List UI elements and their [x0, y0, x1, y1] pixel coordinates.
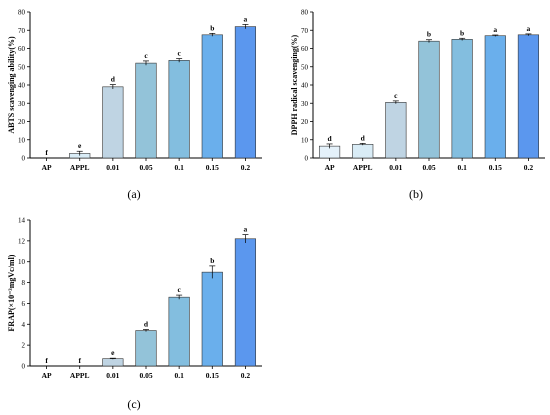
bar	[201, 34, 223, 159]
bar	[234, 238, 257, 367]
y-tick-label: 0	[305, 155, 309, 163]
panel-c: 0 2 4 6 8 10 12 14 FRAP(×10⁻³mgVc/ml) f AP f APPL e 0.…	[7, 217, 262, 411]
x-tick-label: 0.1	[457, 163, 467, 172]
x-tick-label: 0.01	[106, 371, 119, 380]
x-tick-label: AP	[42, 371, 52, 380]
y-tick-label: 80	[18, 9, 26, 17]
x-tick-label: 0.1	[174, 371, 184, 380]
bar	[385, 102, 407, 159]
y-tick-label: 40	[301, 82, 309, 90]
x-tick-label: 0.15	[206, 163, 219, 172]
y-axis-label: DPPH radical scavenging(%)	[290, 34, 299, 135]
y-tick-label: 30	[301, 100, 309, 108]
y-tick-label: 80	[301, 9, 309, 17]
significance-letter: b	[210, 256, 214, 265]
panel-a: 0 10 20 30 40 50 60 70 80 ABTS scavenging ability…	[7, 9, 262, 201]
bar	[517, 34, 540, 159]
bar	[201, 271, 223, 367]
bar	[168, 60, 190, 159]
bar	[451, 39, 473, 159]
significance-letter: b	[427, 30, 431, 39]
x-tick-label: 0.01	[106, 163, 119, 172]
y-axis-label: ABTS scavenging ability(%)	[7, 36, 16, 134]
significance-letter: b	[460, 28, 464, 37]
x-tick-label: APPL	[70, 371, 90, 380]
significance-letter: a	[493, 25, 497, 34]
y-tick-label: 50	[301, 63, 309, 71]
significance-letter: d	[361, 133, 366, 142]
x-tick-label: 0.05	[139, 371, 152, 380]
significance-letter: c	[177, 285, 181, 294]
y-tick-label: 30	[18, 100, 26, 108]
x-tick-label: 0.1	[174, 163, 184, 172]
y-tick-label: 10	[301, 136, 309, 144]
y-tick-label: 20	[18, 118, 26, 126]
y-tick-label: 4	[22, 321, 26, 329]
y-tick-label: 70	[301, 27, 309, 35]
x-tick-label: APPL	[353, 163, 373, 172]
y-axis-label: FRAP(×10⁻³mgVc/ml)	[7, 254, 16, 331]
x-tick-label: 0.01	[389, 163, 402, 172]
y-tick-label: 10	[18, 136, 26, 144]
bar	[102, 358, 124, 367]
bar	[234, 26, 257, 159]
panel-b: 0 10 20 30 40 50 60 70 80 DPPH radical scavenging…	[290, 9, 545, 201]
y-tick-label: 8	[22, 279, 26, 287]
x-tick-label: 0.05	[422, 163, 435, 172]
y-tick-label: 70	[18, 27, 26, 35]
x-tick-label: 0.15	[489, 163, 502, 172]
y-tick-label: 50	[18, 63, 26, 71]
significance-letter: d	[144, 320, 149, 329]
panel-label: (a)	[127, 187, 140, 201]
bar	[352, 144, 374, 159]
y-tick-label: 60	[18, 45, 26, 53]
significance-letter: c	[177, 49, 181, 58]
bar	[168, 296, 190, 367]
bar	[418, 40, 440, 159]
y-tick-label: 20	[301, 118, 309, 126]
y-tick-label: 12	[18, 237, 26, 245]
significance-letter: a	[244, 225, 248, 234]
x-tick-label: 0.2	[241, 163, 251, 172]
significance-letter: f	[78, 356, 81, 365]
significance-letter: d	[111, 75, 116, 84]
significance-letter: f	[45, 148, 48, 157]
panel-label: (b)	[409, 187, 423, 201]
significance-letter: a	[244, 14, 248, 23]
y-tick-label: 0	[22, 155, 26, 163]
x-tick-label: AP	[42, 163, 52, 172]
x-tick-label: AP	[325, 163, 335, 172]
y-tick-label: 40	[18, 82, 26, 90]
significance-letter: b	[210, 23, 214, 32]
y-tick-label: 10	[18, 258, 26, 266]
significance-letter: e	[111, 348, 115, 357]
y-tick-label: 60	[301, 45, 309, 53]
significance-letter: e	[78, 141, 82, 150]
bar	[135, 62, 157, 159]
bar	[102, 86, 124, 159]
y-tick-label: 0	[22, 363, 26, 371]
bar	[135, 330, 157, 367]
significance-letter: f	[45, 356, 48, 365]
x-tick-label: APPL	[70, 163, 90, 172]
x-tick-label: 0.2	[241, 371, 251, 380]
panel-label: (c)	[127, 397, 140, 411]
significance-letter: d	[327, 134, 332, 143]
y-tick-label: 2	[22, 342, 26, 350]
x-tick-label: 0.05	[139, 163, 152, 172]
x-tick-label: 0.15	[206, 371, 219, 380]
significance-letter: c	[394, 91, 398, 100]
y-tick-label: 6	[22, 300, 26, 308]
y-tick-label: 14	[18, 217, 26, 225]
bar	[484, 35, 506, 159]
significance-letter: a	[527, 24, 531, 33]
significance-letter: c	[144, 51, 148, 60]
x-tick-label: 0.2	[524, 163, 534, 172]
